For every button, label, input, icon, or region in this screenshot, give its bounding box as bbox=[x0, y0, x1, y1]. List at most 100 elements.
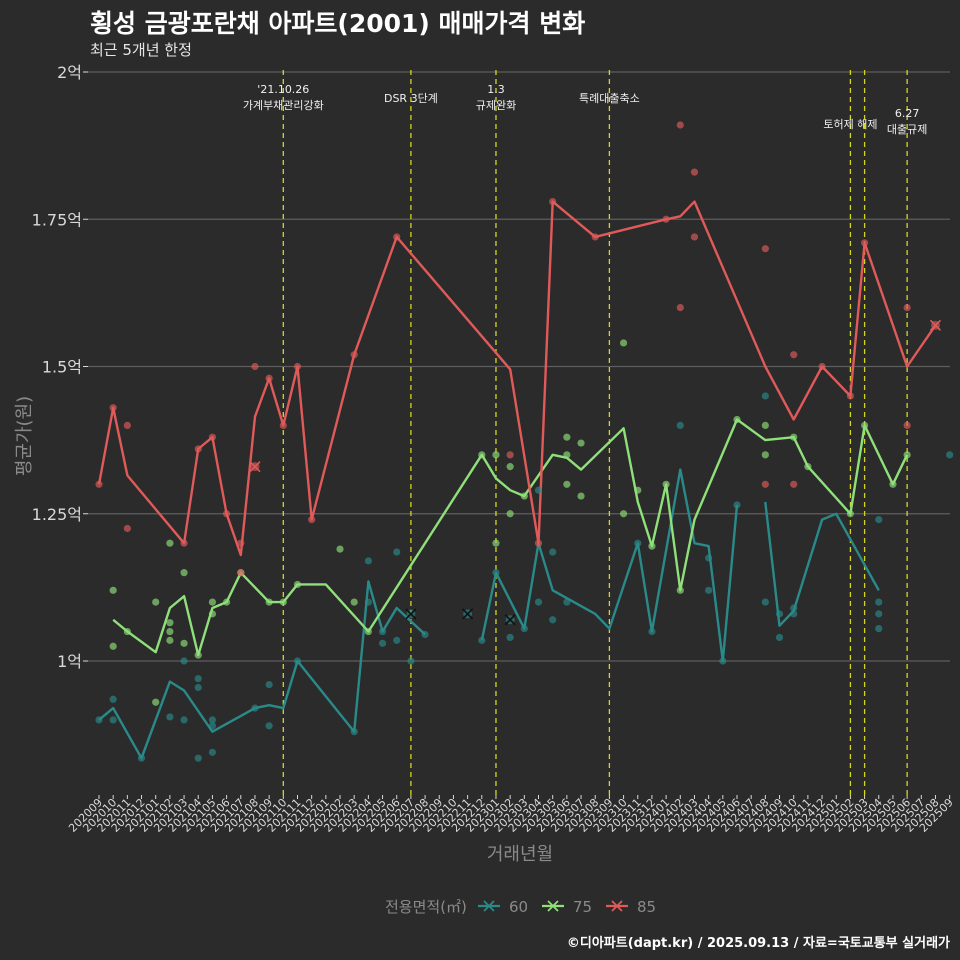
data-point-60 bbox=[180, 657, 188, 665]
data-point-85 bbox=[194, 445, 202, 453]
cancelled-point-85 bbox=[929, 319, 942, 331]
data-point-75 bbox=[903, 451, 911, 459]
event-label: DSR 3단계 bbox=[384, 92, 438, 105]
data-point-60 bbox=[265, 680, 273, 689]
data-point-60 bbox=[492, 569, 500, 577]
data-point-85 bbox=[251, 362, 259, 371]
data-point-85 bbox=[790, 351, 798, 359]
cancelled-point-60 bbox=[462, 608, 474, 620]
data-point-75 bbox=[506, 510, 514, 518]
event-label: 특례대출축소 bbox=[579, 92, 640, 105]
data-point-85 bbox=[279, 421, 287, 429]
data-point-85 bbox=[237, 539, 245, 547]
data-point-60 bbox=[407, 657, 415, 665]
data-point-60 bbox=[421, 630, 429, 639]
data-point-75 bbox=[761, 451, 769, 459]
y-axis-title: 평균가(원) bbox=[14, 396, 35, 476]
data-point-75 bbox=[733, 415, 741, 424]
data-point-60 bbox=[875, 610, 883, 618]
event-label: 가계부채관리강화 bbox=[243, 99, 324, 112]
data-point-85 bbox=[180, 539, 188, 547]
data-point-60 bbox=[208, 722, 217, 730]
data-point-60 bbox=[534, 598, 543, 606]
data-point-60 bbox=[761, 392, 769, 400]
chart-subtitle: 최근 5개년 한정 bbox=[90, 41, 192, 59]
data-point-85 bbox=[208, 433, 217, 441]
data-point-60 bbox=[166, 713, 174, 721]
data-point-75 bbox=[208, 598, 217, 606]
data-point-60 bbox=[95, 716, 103, 724]
data-point-60 bbox=[775, 633, 784, 642]
cancelled-point-85 bbox=[249, 461, 261, 473]
data-point-60 bbox=[265, 722, 273, 730]
data-point-60 bbox=[875, 625, 883, 633]
trend-line-85 bbox=[97, 200, 937, 557]
data-point-60 bbox=[194, 675, 202, 683]
data-point-60 bbox=[293, 657, 302, 665]
data-point-85 bbox=[109, 404, 117, 412]
chart-title: 횡성 금광포란채 아파트(2001) 매매가격 변화 bbox=[90, 9, 586, 38]
data-point-85 bbox=[293, 362, 302, 371]
data-point-60 bbox=[364, 598, 372, 606]
data-point-85 bbox=[222, 510, 231, 518]
data-point-60 bbox=[208, 716, 217, 724]
series-lines bbox=[97, 200, 937, 760]
data-point-75 bbox=[279, 598, 287, 606]
data-point-85 bbox=[506, 451, 514, 459]
data-point-75 bbox=[563, 451, 571, 459]
data-point-75 bbox=[180, 639, 188, 647]
data-point-85 bbox=[393, 233, 401, 241]
data-point-60 bbox=[705, 586, 713, 594]
data-point-85 bbox=[761, 245, 769, 253]
data-point-60 bbox=[705, 554, 713, 562]
data-point-85 bbox=[662, 215, 670, 223]
data-point-85 bbox=[308, 516, 316, 524]
legend-label-60: 60 bbox=[509, 898, 528, 916]
data-point-75 bbox=[265, 598, 273, 606]
data-point-85 bbox=[534, 539, 543, 547]
data-point-75 bbox=[676, 586, 684, 594]
data-point-75 bbox=[350, 598, 358, 606]
data-point-85 bbox=[761, 480, 769, 488]
y-tick-label: 2억 bbox=[57, 63, 82, 82]
data-point-75 bbox=[860, 421, 869, 429]
data-point-60 bbox=[364, 557, 372, 565]
x-axis-title: 거래년월 bbox=[487, 844, 553, 865]
data-point-75 bbox=[180, 569, 188, 577]
y-tick-label: 1.5억 bbox=[42, 358, 82, 377]
data-point-60 bbox=[478, 636, 486, 644]
data-point-75 bbox=[166, 619, 174, 627]
data-point-75 bbox=[506, 463, 514, 471]
data-point-85 bbox=[903, 421, 911, 429]
data-point-60 bbox=[350, 728, 358, 736]
data-point-85 bbox=[818, 362, 826, 371]
data-point-85 bbox=[123, 421, 131, 429]
legend-label-85: 85 bbox=[637, 898, 656, 916]
data-point-60 bbox=[208, 748, 217, 756]
event-label: '21.10.26 bbox=[257, 83, 309, 96]
data-point-85 bbox=[790, 480, 798, 488]
data-point-60 bbox=[378, 627, 387, 636]
y-axis: 1억 1.25억 1.5억 1.75억 2억 bbox=[32, 63, 88, 671]
data-point-85 bbox=[846, 392, 855, 400]
data-point-75 bbox=[336, 545, 344, 553]
policy-event-lines: '21.10.26 가계부채관리강화 DSR 3단계 1.3 규제완화 특례대출축소토허제… bbox=[243, 70, 927, 795]
data-point-75 bbox=[222, 598, 231, 606]
data-point-60 bbox=[109, 716, 117, 724]
data-point-60 bbox=[719, 657, 727, 665]
legend: 전용면적(㎡) 60 75 85 bbox=[385, 898, 656, 916]
data-point-60 bbox=[761, 598, 769, 606]
event-label: 토허제 해제 bbox=[823, 117, 877, 131]
event-label: 1.3 bbox=[487, 83, 505, 96]
data-point-60 bbox=[648, 627, 656, 636]
data-point-85 bbox=[265, 374, 273, 382]
data-point-60 bbox=[109, 695, 117, 703]
data-point-75 bbox=[492, 451, 500, 459]
data-point-75 bbox=[166, 539, 174, 547]
data-point-75 bbox=[364, 627, 372, 636]
data-point-75 bbox=[577, 439, 585, 447]
data-point-75 bbox=[790, 433, 798, 441]
data-point-60 bbox=[549, 548, 557, 556]
data-point-75 bbox=[152, 698, 160, 706]
